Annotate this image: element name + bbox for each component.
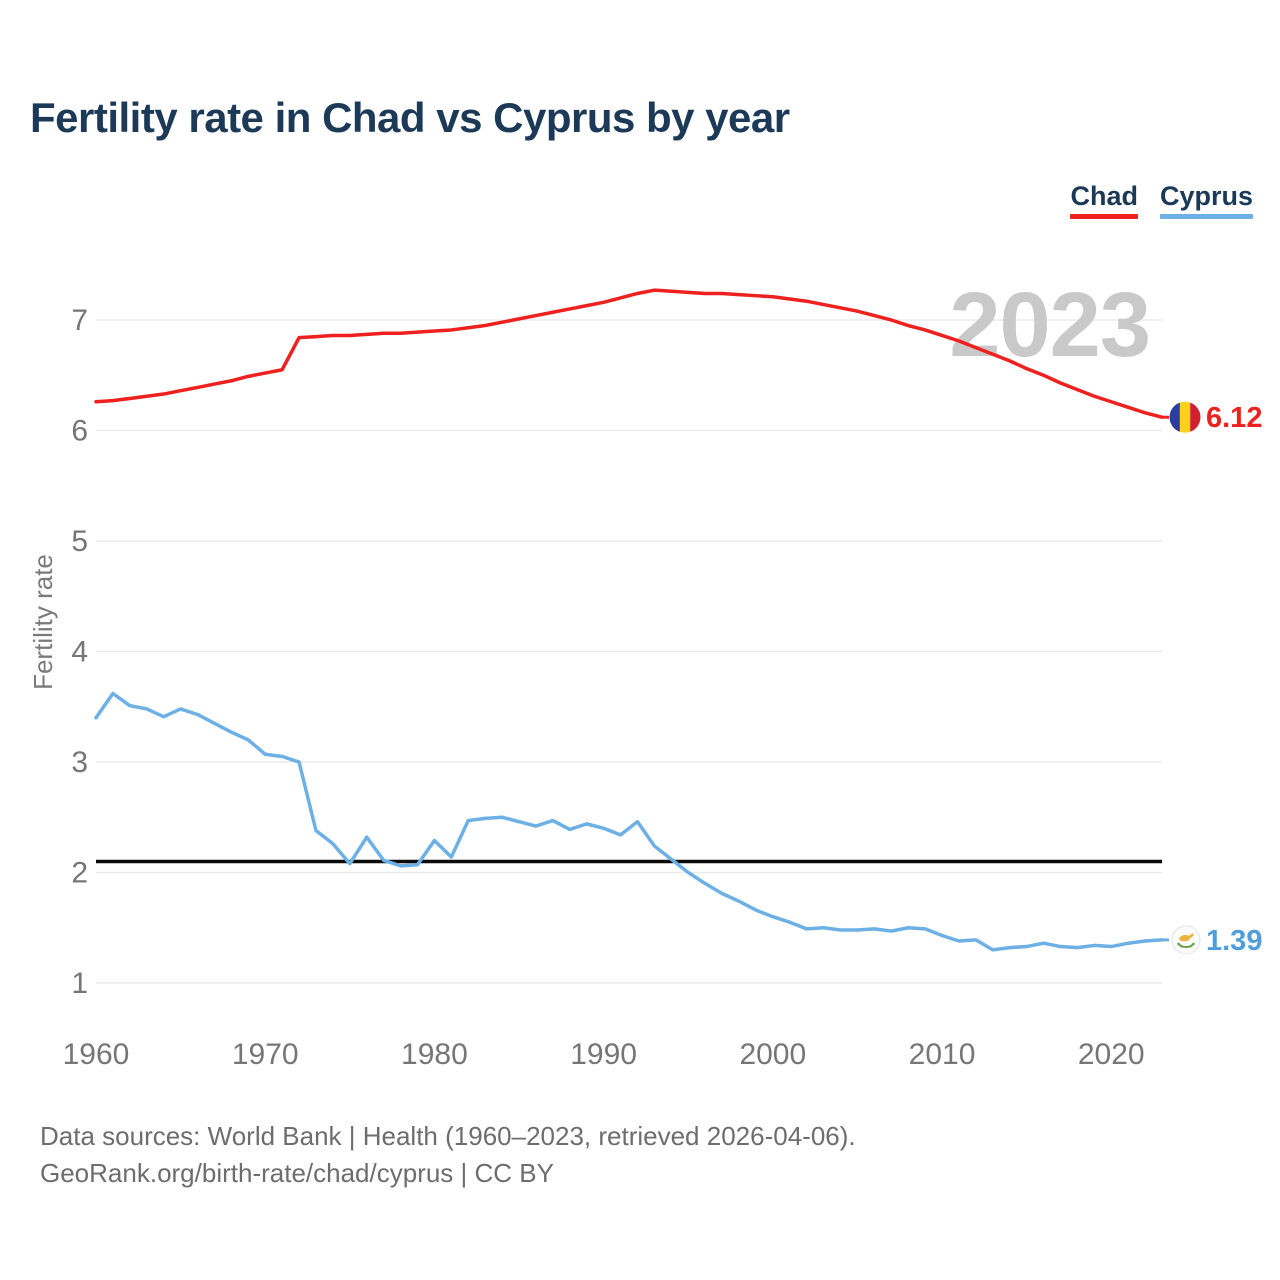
x-tick-label: 2010 <box>909 1038 976 1071</box>
cyprus-end-value: 1.39 <box>1206 925 1262 957</box>
legend-underline-chad <box>1070 214 1138 219</box>
x-axis-ticks: 1960 1970 1980 1990 2000 2010 2020 <box>63 1038 1145 1071</box>
x-tick-label: 1990 <box>570 1038 637 1071</box>
y-tick-label: 3 <box>71 746 88 779</box>
cyprus-flag-icon <box>1171 925 1201 955</box>
line-cyprus[interactable] <box>94 691 1164 952</box>
x-tick-label: 1980 <box>401 1038 468 1071</box>
line-chad[interactable] <box>94 288 1164 419</box>
x-tick-label: 2000 <box>739 1038 806 1071</box>
page-title: Fertility rate in Chad vs Cyprus by year <box>30 94 790 141</box>
y-tick-label: 5 <box>71 525 88 558</box>
footer-attribution: GeoRank.org/birth-rate/chad/cyprus | CC … <box>40 1158 554 1188</box>
footer: Data sources: World Bank | Health (1960–… <box>40 1118 856 1192</box>
footer-sources: Data sources: World Bank | Health (1960–… <box>40 1121 856 1151</box>
legend-item-chad[interactable]: Chad <box>1070 183 1138 219</box>
legend-label-cyprus: Cyprus <box>1159 181 1253 211</box>
y-tick-label: 1 <box>71 967 88 1000</box>
y-tick-label: 2 <box>71 857 88 890</box>
gridlines <box>96 319 1162 984</box>
x-tick-label: 1970 <box>232 1038 299 1071</box>
y-tick-label: 7 <box>71 304 88 337</box>
y-axis-title: Fertility rate <box>28 554 58 690</box>
series-lines[interactable] <box>94 288 1169 952</box>
legend-item-cyprus[interactable]: Cyprus <box>1159 181 1253 219</box>
y-axis-ticks: 7 6 5 4 3 2 1 <box>71 304 88 1000</box>
legend: Chad Cyprus <box>1070 183 1253 219</box>
legend-underline-cyprus <box>1159 214 1253 219</box>
chad-end-value: 6.12 <box>1206 402 1262 434</box>
watermark-year: 2023 <box>949 274 1150 376</box>
x-tick-label: 2020 <box>1078 1038 1145 1071</box>
chad-flag-icon <box>1169 401 1201 433</box>
legend-label-chad: Chad <box>1070 181 1138 211</box>
y-tick-label: 4 <box>71 636 88 669</box>
x-tick-label: 1960 <box>63 1038 130 1071</box>
y-tick-label: 6 <box>71 415 88 448</box>
